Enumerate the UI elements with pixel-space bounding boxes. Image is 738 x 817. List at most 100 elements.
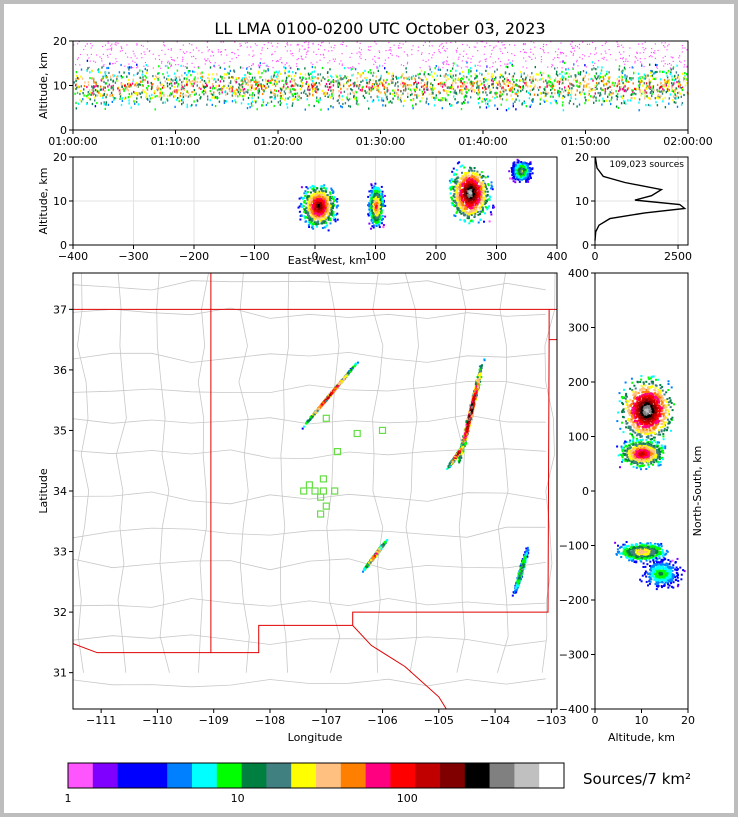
station-marker	[319, 487, 327, 495]
map-layer	[73, 273, 557, 709]
ytick-label: −100	[559, 540, 589, 553]
colorbar-tick: 10	[231, 792, 245, 805]
ytick-label: 400	[568, 267, 589, 280]
colorbar-swatch	[316, 763, 342, 788]
station-marker	[300, 487, 308, 495]
x-axis-label: Longitude	[288, 731, 343, 744]
ytick-label: 0	[60, 239, 67, 252]
station-marker	[378, 426, 387, 434]
ytick-label: 37	[53, 303, 67, 316]
xtick-label: 0	[312, 250, 319, 263]
altitude-time-panel: LL LMA 0100-0200 UTC October 03, 2023 0 10…	[37, 19, 713, 148]
xtick-label: −110	[142, 714, 172, 727]
xtick-label: 01:50:00	[561, 135, 610, 148]
colorbar-swatch	[167, 763, 193, 788]
x-axis-label: East-West, km	[288, 254, 366, 267]
ytick-label: −300	[559, 649, 589, 662]
ytick-label: 100	[568, 431, 589, 444]
ytick-label: 31	[53, 667, 67, 680]
plan-view-axes	[72, 272, 558, 710]
colorbar-swatch	[340, 763, 366, 788]
xtick-label: 300	[486, 250, 507, 263]
source-count: 109,023 sources	[609, 160, 684, 170]
colorbar-tick: 100	[397, 792, 418, 805]
station-marker	[305, 481, 313, 489]
xtick-label: 0	[592, 250, 599, 263]
altitude-time-sources	[73, 41, 689, 112]
station-marker	[333, 448, 342, 456]
y-axis-label: Latitude	[37, 468, 50, 514]
colorbar-swatch	[539, 763, 565, 788]
colorbar-swatch	[266, 763, 292, 788]
y-axis-label: Altitude, km	[37, 167, 50, 234]
colorbar-swatch	[92, 763, 118, 788]
station-marker	[322, 414, 330, 422]
north-south-axes	[594, 272, 689, 710]
xtick-label: −104	[480, 714, 510, 727]
xtick-label: −106	[367, 714, 397, 727]
colorbar-swatch	[514, 763, 540, 788]
state-borders	[73, 273, 557, 709]
plan-view-sources	[301, 358, 530, 597]
colorbar-swatch	[464, 763, 490, 788]
colorbar-swatch	[291, 763, 317, 788]
station-marker	[322, 502, 330, 510]
ytick-label: 20	[53, 35, 67, 48]
ytick-label: 200	[568, 376, 589, 389]
ytick-label: 20	[53, 151, 67, 164]
colorbar-swatch	[241, 763, 267, 788]
xtick-label: −100	[239, 250, 269, 263]
colorbar-swatch	[117, 763, 143, 788]
y-axis-label: North-South, km	[691, 446, 704, 537]
xtick-label: −300	[118, 250, 148, 263]
colorbar: 1 10 100 Sources/7 km²	[65, 762, 691, 805]
xtick-label: 400	[547, 250, 568, 263]
xtick-label: 200	[426, 250, 447, 263]
ytick-label: 10	[53, 80, 67, 93]
station-marker	[353, 429, 361, 438]
colorbar-swatch	[216, 763, 242, 788]
ytick-label: 10	[575, 195, 589, 208]
xtick-label: 10	[635, 714, 649, 727]
x-axis-label: Altitude, km	[608, 731, 675, 744]
colorbar-swatch	[365, 763, 391, 788]
ytick-label: 36	[53, 364, 67, 377]
xtick-label: −103	[536, 714, 566, 727]
colorbar-label: Sources/7 km²	[583, 770, 691, 788]
ytick-label: 32	[53, 606, 67, 619]
colorbar-swatch	[415, 763, 441, 788]
plan-view-panel: −111 −110 −109 −108 −107 −106 −105 −104 −103 31 32…	[37, 272, 566, 744]
xtick-label: 01:10:00	[151, 135, 200, 148]
colorbar-swatch	[489, 763, 515, 788]
colorbar-swatch	[192, 763, 218, 788]
xtick-label: 2500	[664, 250, 692, 263]
xtick-label: −105	[424, 714, 454, 727]
xtick-label: 01:20:00	[253, 135, 302, 148]
xtick-label: 0	[592, 714, 599, 727]
xtick-label: 01:00:00	[48, 135, 97, 148]
colorbar-swatch	[142, 763, 168, 788]
ytick-label: 0	[582, 485, 589, 498]
xtick-label: 01:30:00	[356, 135, 405, 148]
ytick-label: 300	[568, 322, 589, 335]
xtick-label: 01:40:00	[458, 135, 507, 148]
ytick-label: 33	[53, 546, 67, 559]
ytick-label: −400	[559, 703, 589, 716]
lma-stations	[300, 414, 387, 518]
xtick-label: −107	[311, 714, 341, 727]
station-marker	[317, 493, 325, 501]
ytick-label: 0	[582, 239, 589, 252]
county-lines	[73, 273, 556, 688]
east-west-sources	[297, 158, 534, 232]
ytick-label: 35	[53, 424, 67, 437]
ytick-label: 34	[53, 485, 67, 498]
north-south-sources	[614, 375, 686, 591]
colorbar-swatch	[68, 763, 94, 788]
altitude-histogram-panel: 109,023 sources 0 2500 0 10 20	[575, 151, 692, 263]
station-marker	[331, 487, 339, 495]
ytick-label: 10	[53, 195, 67, 208]
altitude-north-south-panel: −400 −300 −200 −100 0 100 200 300 400 0 10 20 Altitu…	[559, 267, 704, 744]
xtick-label: 100	[365, 250, 386, 263]
histogram-line	[594, 156, 687, 241]
